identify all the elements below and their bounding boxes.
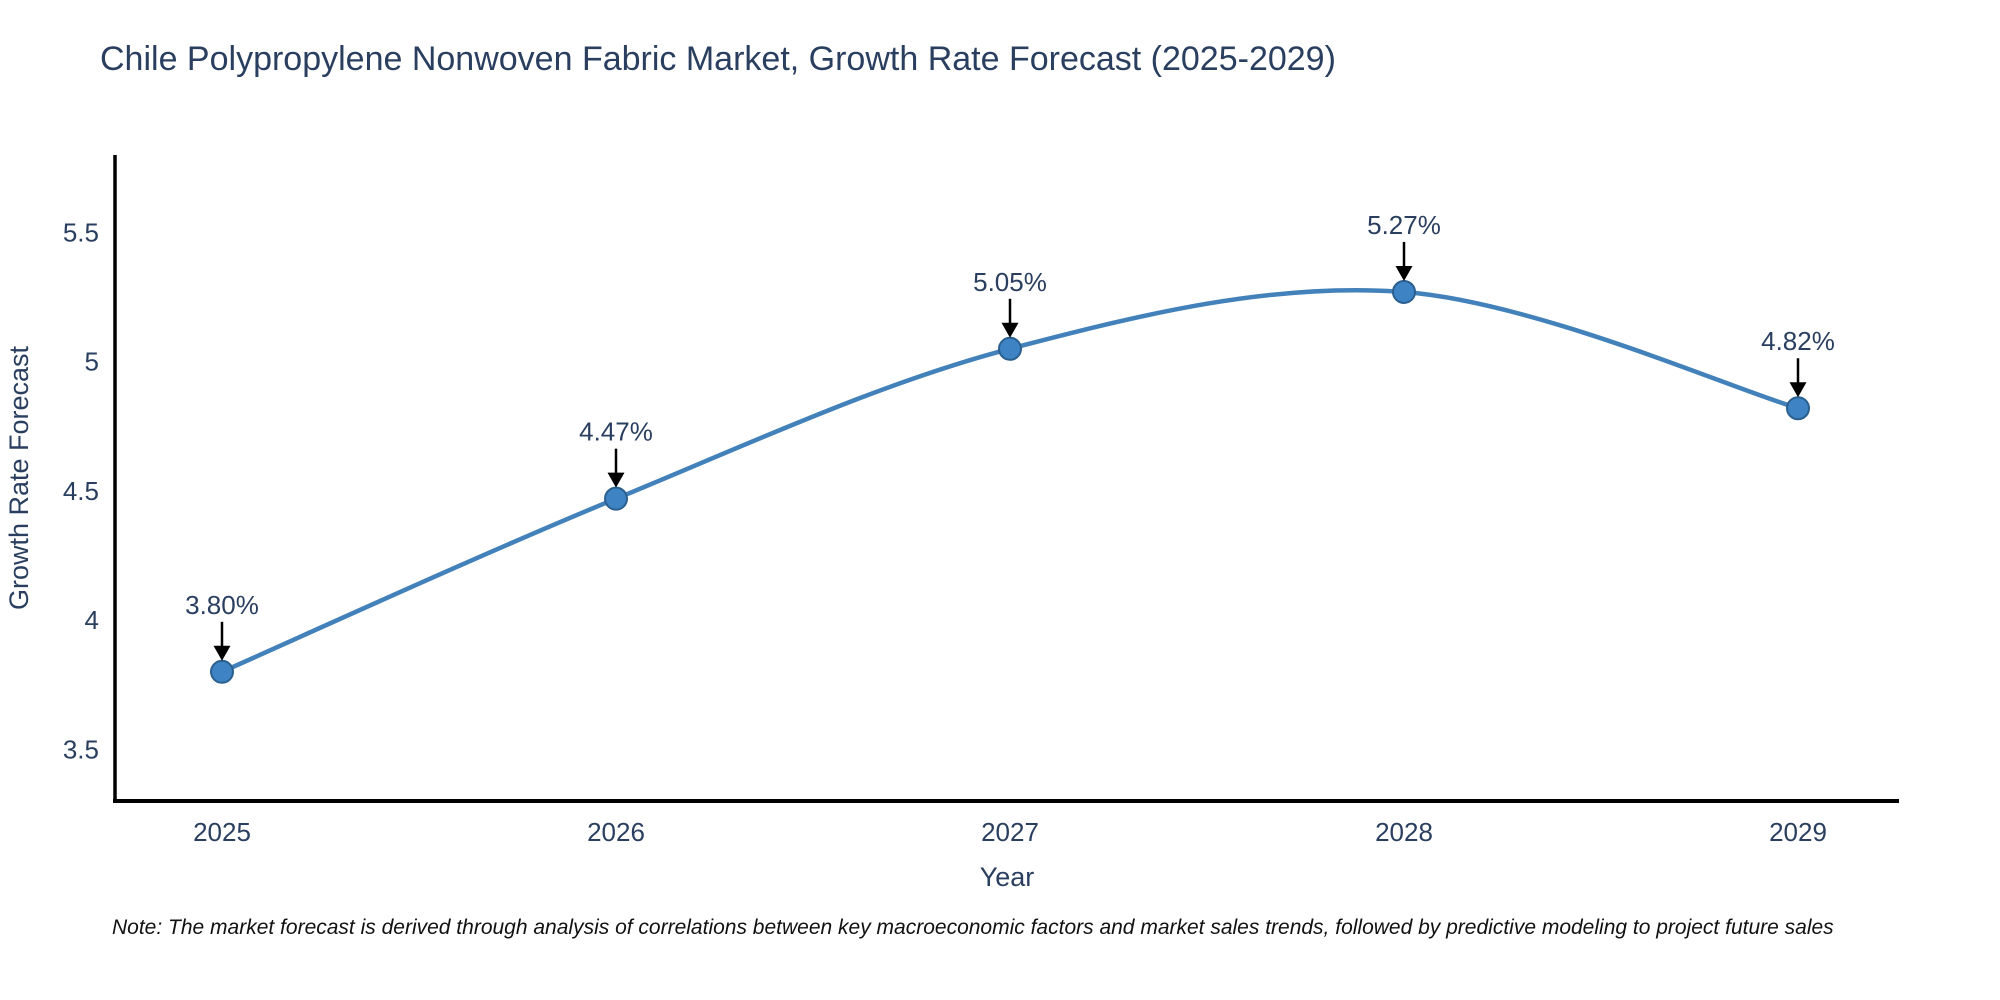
footnote: Note: The market forecast is derived thr… [112,916,1834,939]
x-tick-label: 2027 [981,817,1039,847]
annotation-label: 4.47% [579,417,653,447]
y-tick-label: 4 [85,605,99,635]
annotation-label: 5.27% [1367,210,1441,240]
chart-title: Chile Polypropylene Nonwoven Fabric Mark… [100,40,1336,78]
annotation-label: 3.80% [185,590,259,620]
annotation-arrow-head [1001,322,1019,338]
y-tick-label: 5.5 [63,218,99,248]
annotation-label: 4.82% [1761,326,1835,356]
x-axis-title: Year [980,862,1035,892]
y-tick-label: 5 [85,347,99,377]
x-tick-label: 2029 [1769,817,1827,847]
annotation-arrow-head [1789,382,1807,398]
x-tick-label: 2026 [587,817,645,847]
data-point-marker [998,336,1022,361]
y-axis-title: Growth Rate Forecast [4,345,34,610]
data-point-marker [210,659,234,684]
x-tick-label: 2028 [1375,817,1433,847]
y-tick-label: 3.5 [63,734,99,764]
annotation-arrow-head [213,645,231,661]
x-tick-label: 2025 [193,817,251,847]
y-tick-label: 4.5 [63,476,99,506]
data-point-marker [1786,396,1810,421]
annotation-arrow-head [607,472,625,488]
annotation-label: 5.05% [973,267,1047,297]
annotation-arrow-head [1395,265,1413,281]
data-point-marker [604,486,628,511]
data-point-marker [1392,279,1416,304]
